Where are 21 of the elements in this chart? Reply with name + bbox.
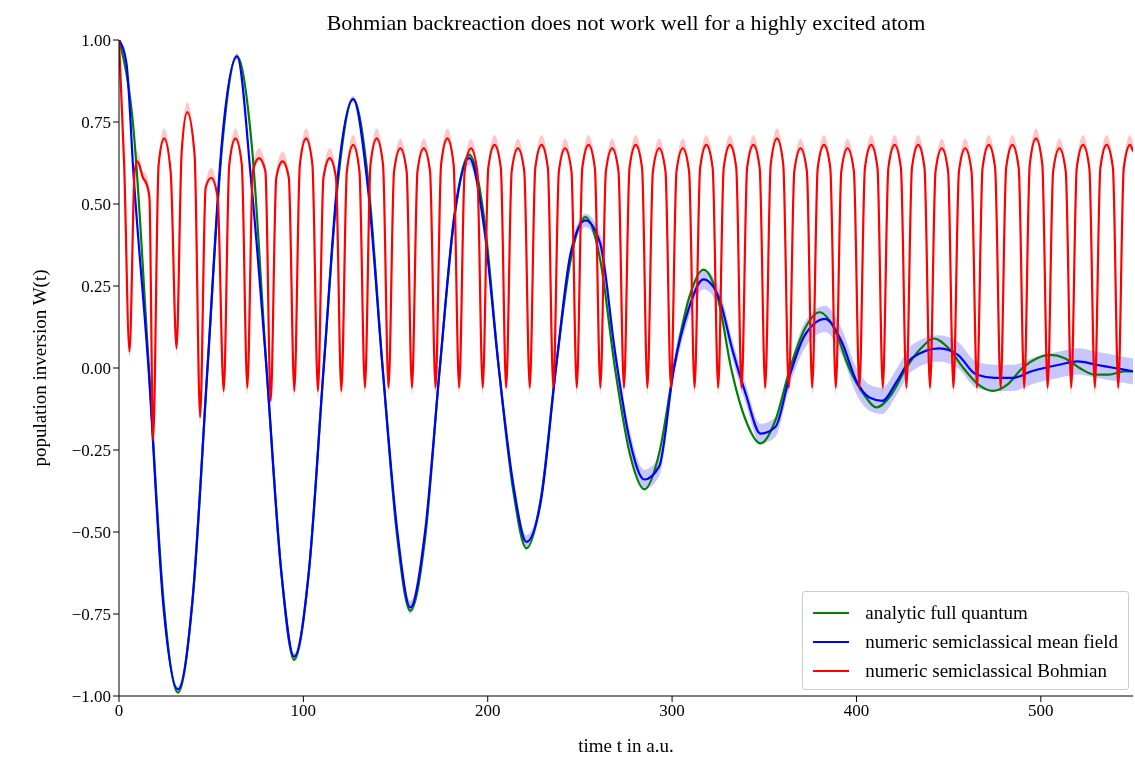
y-axis-title: population inversion W(t) <box>28 269 51 467</box>
legend-label: numeric semiclassical Bohmian <box>865 659 1107 682</box>
y-tick-label: −0.75 <box>71 605 111 625</box>
chart-title: Bohmian backreaction does not work well for a highly excited atom <box>325 10 927 36</box>
x-tick-label: 500 <box>1028 701 1054 721</box>
legend-label: numeric semiclassical mean field <box>865 630 1118 653</box>
y-tick-label: 0.75 <box>81 113 111 133</box>
y-tick-label: 0.00 <box>81 359 111 379</box>
y-tick-label: 1.00 <box>81 31 111 51</box>
y-tick-label: 0.50 <box>81 195 111 215</box>
y-tick-label: −0.50 <box>71 523 111 543</box>
x-tick-label: 400 <box>843 701 870 721</box>
legend-label: analytic full quantum <box>865 601 1028 624</box>
y-tick-label: −1.00 <box>71 687 111 707</box>
y-tick-label: −0.25 <box>71 441 111 461</box>
x-tick-label: 100 <box>290 701 317 721</box>
x-tick-label: 0 <box>114 701 124 721</box>
x-tick-label: 300 <box>659 701 685 721</box>
y-tick-label: 0.25 <box>81 277 111 297</box>
x-axis-title: time t in a.u. <box>578 735 674 756</box>
x-tick-label: 200 <box>474 701 501 721</box>
